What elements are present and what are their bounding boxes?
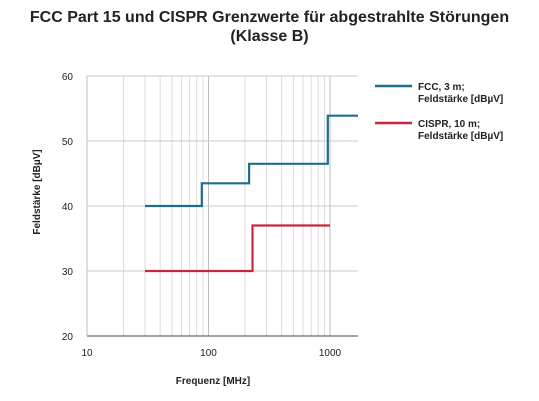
y-tick-label: 60: [62, 72, 74, 83]
y-tick-label: 20: [62, 332, 74, 343]
y-tick-label: 50: [62, 137, 74, 148]
y-tick-labels: 20 30 40 50 60: [62, 72, 74, 343]
series-line-1: [145, 114, 358, 208]
axes: [86, 76, 358, 337]
y-tick-label: 40: [62, 202, 74, 213]
grid: [87, 75, 358, 336]
legend-label-2: Feldstärke [dBµV]: [418, 131, 503, 142]
y-tick-label: 30: [62, 267, 74, 278]
x-axis-label: Frequenz [MHz]: [176, 376, 250, 387]
legend-label-2: CISPR, 10 m;: [418, 119, 480, 130]
x-tick-label: 100: [200, 348, 217, 359]
x-tick-label: 1000: [319, 348, 342, 359]
chart-title: FCC Part 15 und CISPR Grenzwerte für abg…: [0, 8, 539, 46]
legend-label-1: Feldstärke [dBµV]: [418, 94, 503, 105]
x-tick-labels: 10 100 1000: [81, 348, 341, 359]
legend-label-1: FCC, 3 m;: [418, 82, 465, 93]
y-axis-label: Feldstärke [dBµV]: [32, 149, 43, 234]
legend: FCC, 3 m;Feldstärke [dBµV]CISPR, 10 m;Fe…: [375, 82, 503, 142]
series-line-2: [145, 224, 330, 273]
x-tick-label: 10: [81, 348, 93, 359]
series-lines: [145, 114, 358, 273]
chart-title-line-2: (Klasse B): [230, 28, 309, 45]
chart-title-line-1: FCC Part 15 und CISPR Grenzwerte für abg…: [29, 9, 510, 26]
